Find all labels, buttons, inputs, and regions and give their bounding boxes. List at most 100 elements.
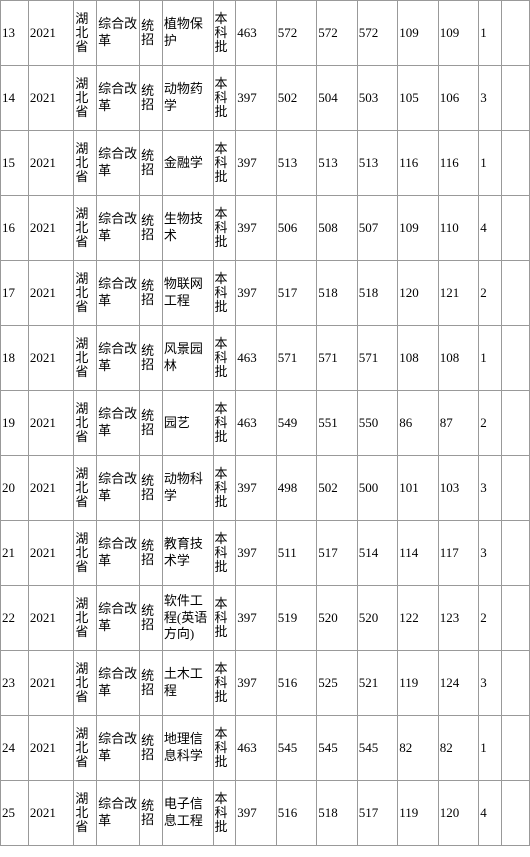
table-cell: 本科批 [213,261,236,326]
table-cell: 综合改革 [97,651,140,716]
table-cell: 521 [357,651,397,716]
table-cell: 统招 [140,716,163,781]
table-cell: 518 [317,261,357,326]
table-cell: 统招 [140,66,163,131]
table-cell: 2021 [28,196,74,261]
table-cell: 571 [317,326,357,391]
table-cell: 2021 [28,456,74,521]
table-cell: 520 [317,586,357,651]
table-cell: 19 [1,391,29,456]
table-cell: 动物科学 [162,456,213,521]
table-cell [501,1,529,66]
table-cell [501,456,529,521]
table-cell: 2021 [28,781,74,846]
table-cell: 108 [438,326,478,391]
table-cell: 本科批 [213,651,236,716]
table-cell: 综合改革 [97,716,140,781]
table-cell: 545 [276,716,316,781]
table-cell: 120 [438,781,478,846]
table-cell: 545 [357,716,397,781]
table-cell: 514 [357,521,397,586]
table-cell: 1 [479,1,502,66]
table-cell: 湖北省 [74,651,97,716]
table-cell [501,66,529,131]
table-cell: 湖北省 [74,716,97,781]
table-cell: 17 [1,261,29,326]
table-cell: 植物保护 [162,1,213,66]
table-cell: 86 [398,391,438,456]
table-cell [501,196,529,261]
table-cell: 湖北省 [74,326,97,391]
table-cell: 24 [1,716,29,781]
table-cell: 统招 [140,781,163,846]
table-row: 162021湖北省综合改革统招生物技术本科批397506508507109110… [1,196,530,261]
table-cell: 2021 [28,716,74,781]
table-cell: 2021 [28,131,74,196]
table-cell: 397 [236,131,276,196]
table-cell: 湖北省 [74,196,97,261]
table-cell: 电子信息工程 [162,781,213,846]
table-cell: 2021 [28,651,74,716]
table-cell: 统招 [140,1,163,66]
table-cell: 498 [276,456,316,521]
table-cell: 500 [357,456,397,521]
table-cell: 518 [357,261,397,326]
table-cell: 土木工程 [162,651,213,716]
table-cell: 109 [438,1,478,66]
table-cell: 106 [438,66,478,131]
table-cell: 本科批 [213,456,236,521]
table-cell: 本科批 [213,66,236,131]
table-cell: 湖北省 [74,66,97,131]
table-cell: 4 [479,781,502,846]
table-cell: 1 [479,131,502,196]
table-cell: 2021 [28,1,74,66]
admissions-table: 132021湖北省综合改革统招植物保护本科批463572572572109109… [0,0,530,846]
table-cell: 统招 [140,456,163,521]
table-cell: 120 [398,261,438,326]
table-cell: 82 [438,716,478,781]
table-cell: 1 [479,716,502,781]
table-cell: 统招 [140,261,163,326]
table-cell: 湖北省 [74,261,97,326]
table-cell: 517 [357,781,397,846]
table-cell: 1 [479,326,502,391]
table-cell: 动物药学 [162,66,213,131]
table-cell: 109 [398,196,438,261]
table-cell: 2021 [28,521,74,586]
table-cell: 湖北省 [74,456,97,521]
table-cell: 生物技术 [162,196,213,261]
table-cell: 本科批 [213,196,236,261]
table-row: 222021湖北省综合改革统招软件工程(英语方向)本科批397519520520… [1,586,530,651]
table-cell: 22 [1,586,29,651]
table-row: 252021湖北省综合改革统招电子信息工程本科批3975165185171191… [1,781,530,846]
table-cell: 397 [236,261,276,326]
table-cell: 572 [317,1,357,66]
table-cell: 21 [1,521,29,586]
table-cell: 507 [357,196,397,261]
table-cell: 本科批 [213,131,236,196]
table-row: 232021湖北省综合改革统招土木工程本科批397516525521119124… [1,651,530,716]
table-cell: 114 [398,521,438,586]
table-cell: 16 [1,196,29,261]
table-cell: 14 [1,66,29,131]
table-row: 242021湖北省综合改革统招地理信息科学本科批4635455455458282… [1,716,530,781]
table-cell: 463 [236,391,276,456]
table-cell [501,781,529,846]
table-cell: 本科批 [213,781,236,846]
table-cell: 本科批 [213,391,236,456]
table-cell: 25 [1,781,29,846]
table-cell: 463 [236,326,276,391]
table-cell [501,586,529,651]
table-cell: 513 [357,131,397,196]
table-cell [501,391,529,456]
table-cell: 综合改革 [97,456,140,521]
table-cell: 湖北省 [74,131,97,196]
table-cell: 109 [398,1,438,66]
table-cell [501,326,529,391]
table-cell: 13 [1,1,29,66]
table-cell: 18 [1,326,29,391]
table-cell: 108 [398,326,438,391]
table-cell: 506 [276,196,316,261]
table-cell [501,131,529,196]
table-cell: 统招 [140,196,163,261]
